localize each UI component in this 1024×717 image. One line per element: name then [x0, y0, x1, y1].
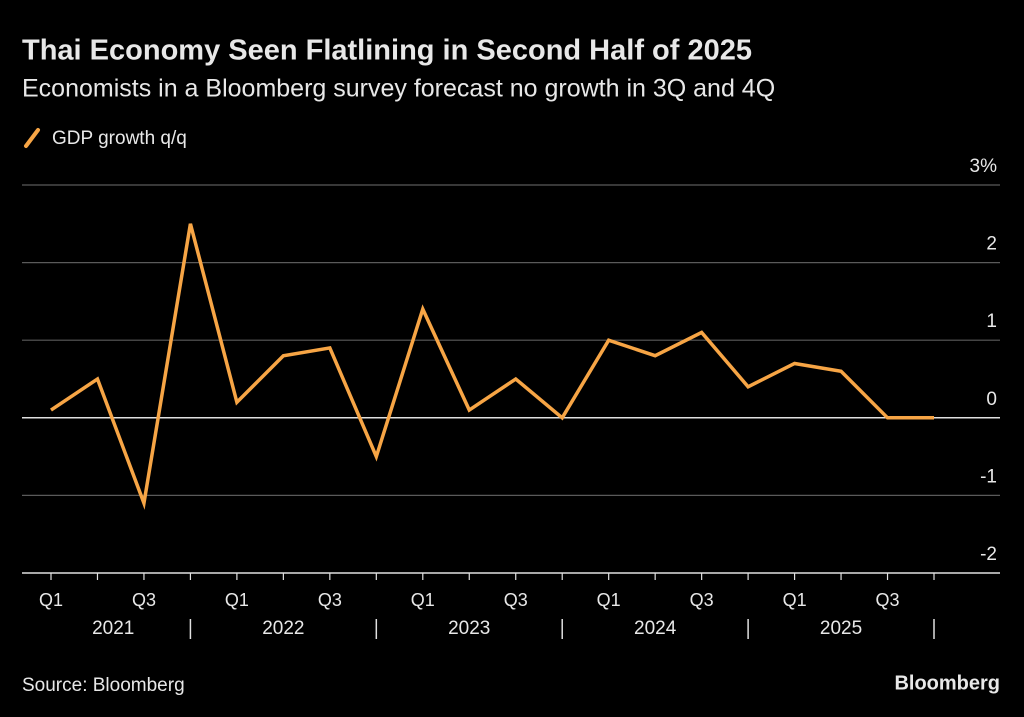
x-tick-label: Q3: [132, 590, 156, 610]
chart-title: Thai Economy Seen Flatlining in Second H…: [22, 35, 752, 67]
legend-swatch: [24, 128, 40, 148]
line-series: [50, 223, 934, 510]
x-tick-label: Q3: [876, 590, 900, 610]
legend-label: GDP growth q/q: [52, 128, 187, 149]
x-tick-label: Q1: [411, 590, 435, 610]
x-group-label: 2023: [448, 618, 490, 639]
y-tick-label: 0: [986, 389, 997, 410]
x-group-label: 2021: [92, 618, 134, 639]
x-tick-label: Q1: [597, 590, 621, 610]
y-tick-label: 2: [986, 234, 997, 255]
y-tick-label: -2: [980, 544, 997, 565]
y-tick-label: -1: [980, 466, 997, 487]
x-group-label: 2024: [634, 618, 677, 639]
x-tick-label: Q3: [504, 590, 528, 610]
brand: Bloomberg: [894, 672, 1000, 694]
x-group-label: 2025: [820, 618, 862, 639]
y-tick-label: 3%: [970, 156, 998, 177]
source: Source: Bloomberg: [22, 675, 185, 696]
x-tick-label: Q1: [783, 590, 807, 610]
x-tick-label: Q3: [690, 590, 714, 610]
x-tick-label: Q1: [225, 590, 249, 610]
x-tick-label: Q3: [318, 590, 342, 610]
x-tick-label: Q1: [39, 590, 63, 610]
y-tick-label: 1: [986, 311, 997, 332]
x-group-label: 2022: [262, 618, 304, 639]
chart-subtitle: Economists in a Bloomberg survey forecas…: [22, 75, 775, 103]
